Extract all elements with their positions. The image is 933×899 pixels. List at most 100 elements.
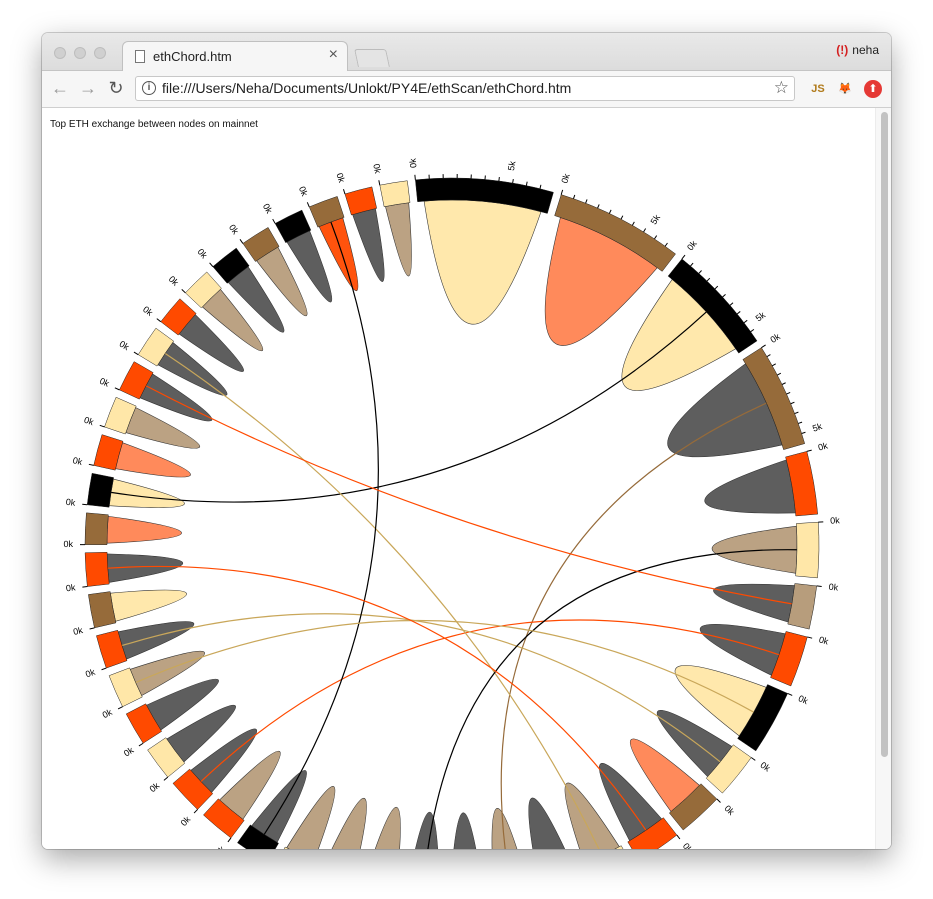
tick-mark <box>117 706 123 710</box>
tick-mark <box>743 319 748 324</box>
tick-mark <box>138 742 144 747</box>
tick-mark <box>643 228 647 233</box>
new-tab-button[interactable] <box>354 49 390 67</box>
url-text[interactable]: file:///Users/Neha/Documents/Unlokt/PY4E… <box>162 80 572 96</box>
chord-ribbon <box>352 208 385 282</box>
tick-mark <box>163 776 169 781</box>
chord-link <box>263 221 379 835</box>
chord-link <box>110 311 707 503</box>
tick-mark <box>181 289 186 294</box>
tick-mark <box>209 262 214 267</box>
tick-label: 0k <box>559 172 572 185</box>
tick-label: 0k <box>797 693 810 706</box>
group-arc <box>787 583 817 630</box>
tick-mark <box>790 401 795 405</box>
tick-label: 5k <box>811 421 824 434</box>
tick-mark <box>597 204 600 209</box>
group-arc <box>737 684 788 752</box>
chord-link <box>145 385 793 605</box>
tick-label: 0k <box>371 163 383 175</box>
tick-mark <box>716 798 721 803</box>
tick-label: 0k <box>122 745 136 759</box>
group-arc <box>160 298 197 336</box>
group-arc <box>104 396 137 435</box>
tick-label: 0k <box>65 497 76 508</box>
group-arc <box>668 783 718 831</box>
bookmark-star-icon[interactable]: ☆ <box>773 78 789 97</box>
chord-ribbon <box>528 797 566 849</box>
group-arc <box>667 258 758 354</box>
forward-button[interactable]: → <box>79 78 97 98</box>
tick-mark <box>722 293 726 298</box>
chord-link <box>135 619 755 713</box>
group-arc <box>96 629 128 669</box>
tick-mark <box>750 328 755 333</box>
tick-mark <box>82 586 88 588</box>
tick-label: 0k <box>141 304 155 318</box>
tick-mark <box>706 277 711 282</box>
browser-tab[interactable]: ethChord.htm × <box>122 41 348 71</box>
tick-label: 0k <box>179 814 193 828</box>
address-bar[interactable]: i file:///Users/Neha/Documents/Unlokt/PY… <box>135 76 795 101</box>
group-arc <box>108 667 143 708</box>
tick-label: 0k <box>818 635 830 647</box>
tick-mark <box>772 363 776 367</box>
tick-mark <box>512 179 514 184</box>
back-button[interactable]: ← <box>51 78 69 98</box>
chord-ribbon <box>453 812 477 849</box>
chord-ribbon <box>106 515 182 544</box>
browser-window: ethChord.htm × (!) neha ← → ↻ i file:///U… <box>42 33 891 849</box>
tick-mark <box>736 311 741 315</box>
tick-label: 0k <box>758 760 772 774</box>
tick-mark <box>306 202 310 208</box>
group-arc <box>185 271 222 309</box>
minimize-window-button[interactable] <box>74 47 86 59</box>
scrollbar[interactable] <box>875 108 891 849</box>
group-arc <box>274 209 312 244</box>
tab-close-icon[interactable]: × <box>328 46 338 63</box>
tick-mark <box>654 235 658 240</box>
tick-label: 0k <box>227 223 241 237</box>
group-arc <box>86 473 114 508</box>
tick-label: 0k <box>72 455 84 467</box>
info-icon[interactable]: i <box>142 81 156 95</box>
tick-label: 0k <box>334 172 346 184</box>
scrollbar-thumb[interactable] <box>881 112 888 757</box>
group-arc <box>119 361 154 400</box>
tick-label: 0k <box>297 185 310 198</box>
tick-label: 0k <box>769 331 783 345</box>
chord-ribbon <box>699 623 786 676</box>
tick-mark <box>82 503 88 506</box>
tick-label: 0k <box>101 707 114 720</box>
tick-mark <box>761 344 766 349</box>
chord-ribbon <box>491 808 518 849</box>
close-window-button[interactable] <box>54 47 66 59</box>
tick-label: 0k <box>84 667 97 680</box>
chord-ribbon <box>385 202 412 277</box>
tick-label: 0k <box>63 539 73 549</box>
tick-mark <box>664 242 668 247</box>
tick-label: 0k <box>681 841 695 849</box>
tick-mark <box>750 757 756 761</box>
reload-button[interactable]: ↻ <box>108 78 124 98</box>
upload-extension-icon[interactable]: ⬆ <box>864 80 882 98</box>
tick-label: 0k <box>817 440 829 452</box>
chord-ribbon <box>713 583 795 623</box>
zoom-window-button[interactable] <box>94 47 106 59</box>
metamask-extension-icon[interactable]: 🦊 <box>838 83 852 95</box>
tick-label: 0k <box>830 515 841 526</box>
tick-label: 0k <box>98 376 111 389</box>
title-bar: ethChord.htm × (!) neha <box>42 33 891 71</box>
js-extension-icon[interactable]: JS <box>811 83 825 95</box>
chord-ribbon <box>423 199 542 325</box>
profile-icon: (!) <box>836 43 849 57</box>
chord-diagram: 0k 5k0k5k0k5k0k5k0k0k0k0k0k0k0k0k0k0k0k0k… <box>63 158 841 849</box>
tick-label: 0k <box>261 202 275 216</box>
group-arc <box>125 703 163 744</box>
tick-mark <box>156 318 162 323</box>
tick-mark <box>560 189 564 195</box>
tick-mark <box>343 189 346 195</box>
profile-button[interactable]: (!) neha <box>836 43 879 57</box>
group-arc <box>84 512 109 545</box>
tick-mark <box>193 809 198 814</box>
